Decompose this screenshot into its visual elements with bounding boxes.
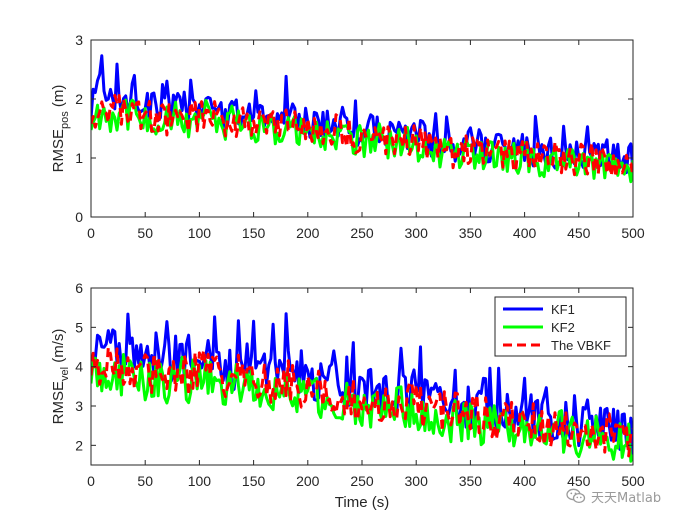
x-tick-label: 0 bbox=[87, 225, 95, 241]
velocity-rmse-panel: 0 50 100 150 200 250 300 350 400 450 500 2 3 4 5 6 RMSEv… bbox=[50, 280, 645, 511]
x-tick-label: 450 bbox=[567, 225, 591, 241]
x-tick-label: 100 bbox=[188, 225, 212, 241]
y-tick-label: 3 bbox=[75, 32, 83, 48]
position-series-line-3 bbox=[91, 93, 633, 179]
y-tick-label: 3 bbox=[75, 398, 83, 414]
legend-entry: KF2 bbox=[551, 320, 575, 335]
x-tick-label: 100 bbox=[188, 473, 212, 489]
x-tick-label: 300 bbox=[405, 225, 429, 241]
velocity-y-axis-label: RMSEvel (m/s) bbox=[50, 329, 71, 425]
y-label-main: RMSE bbox=[50, 381, 67, 424]
x-tick-label: 500 bbox=[621, 225, 645, 241]
watermark: 天天Matlab bbox=[566, 485, 661, 507]
x-tick-label: 350 bbox=[459, 225, 483, 241]
x-axis-label: Time (s) bbox=[335, 494, 389, 511]
x-tick-label: 150 bbox=[242, 473, 266, 489]
x-tick-label: 50 bbox=[137, 225, 153, 241]
watermark-text: 天天Matlab bbox=[591, 490, 662, 506]
y-label-subscript: pos bbox=[59, 111, 71, 129]
y-tick-label: 1 bbox=[75, 150, 83, 166]
y-label-main: RMSE bbox=[50, 129, 67, 172]
x-tick-label: 50 bbox=[137, 473, 153, 489]
y-tick-label: 5 bbox=[75, 319, 83, 335]
x-tick-label: 300 bbox=[405, 473, 429, 489]
x-tick-label: 0 bbox=[87, 473, 95, 489]
x-tick-label: 350 bbox=[459, 473, 483, 489]
y-tick-label: 2 bbox=[75, 91, 83, 107]
legend-entry: KF1 bbox=[551, 302, 575, 317]
y-label-unit: (m) bbox=[50, 85, 67, 112]
y-label-subscript: vel bbox=[59, 367, 71, 381]
y-label-unit: (m/s) bbox=[50, 329, 67, 367]
legend-entry: The VBKF bbox=[551, 338, 611, 353]
x-tick-label: 200 bbox=[296, 473, 320, 489]
x-tick-label: 250 bbox=[350, 225, 374, 241]
x-tick-label: 150 bbox=[242, 225, 266, 241]
y-tick-label: 0 bbox=[75, 209, 83, 225]
x-tick-label: 250 bbox=[350, 473, 374, 489]
y-tick-label: 2 bbox=[75, 437, 83, 453]
x-tick-label: 500 bbox=[621, 473, 645, 489]
velocity-series-the-vbkf bbox=[91, 346, 633, 458]
x-tick-label: 400 bbox=[513, 473, 537, 489]
x-tick-label: 200 bbox=[296, 225, 320, 241]
y-tick-label: 4 bbox=[75, 359, 83, 375]
position-rmse-panel: 0 50 100 150 200 250 300 350 400 450 500 0 1 2 3 RMSEpo… bbox=[50, 32, 645, 241]
velocity-series-kf1 bbox=[91, 312, 633, 455]
x-tick-label: 450 bbox=[567, 473, 591, 489]
position-y-axis-label: RMSEpos (m) bbox=[50, 85, 71, 173]
wechat-icon bbox=[566, 488, 586, 504]
y-tick-label: 6 bbox=[75, 280, 83, 296]
x-tick-label: 400 bbox=[513, 225, 537, 241]
